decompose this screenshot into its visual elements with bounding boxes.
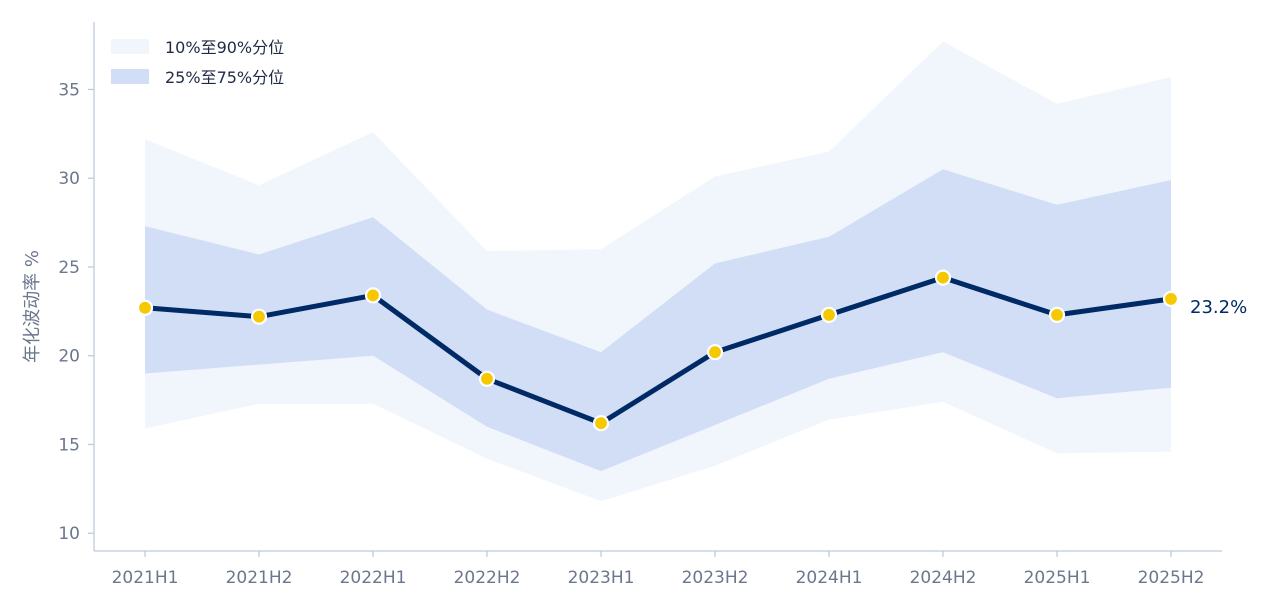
median-point — [934, 269, 952, 286]
x-tick-label: 2022H2 — [454, 568, 521, 588]
median-series-line — [142, 275, 1174, 426]
x-tick-label: 2025H1 — [1024, 568, 1091, 588]
median-point — [364, 287, 382, 304]
x-tick-label: 2022H1 — [340, 568, 407, 588]
y-tick-label: 20 — [58, 347, 80, 367]
y-tick-label: 15 — [58, 435, 80, 455]
y-tick-label: 30 — [58, 169, 80, 189]
median-point — [592, 415, 610, 432]
legend-swatch — [111, 39, 149, 54]
y-axis-title: 年化波动率 % — [22, 250, 43, 363]
median-point — [706, 344, 724, 361]
x-tick-label: 2024H1 — [796, 568, 863, 588]
y-tick-label: 25 — [58, 258, 80, 278]
median-point — [820, 306, 838, 324]
end-value-label: 23.2% — [1190, 297, 1247, 318]
labels-layer: 23.2% — [1190, 297, 1247, 318]
markers-layer — [136, 269, 1180, 432]
legend-swatch — [111, 69, 149, 84]
median-line-layer — [142, 275, 1174, 426]
x-tick-label: 2023H2 — [682, 568, 749, 588]
x-tick-label: 2023H1 — [568, 568, 635, 588]
median-point — [250, 308, 268, 325]
band-25-75 — [145, 169, 1171, 472]
bands-layer — [145, 41, 1171, 502]
legend-label: 10%至90%分位 — [165, 38, 284, 57]
median-point — [1162, 290, 1180, 308]
median-point — [1048, 306, 1066, 324]
x-tick-label: 2025H2 — [1138, 568, 1205, 588]
legend-label: 25%至75%分位 — [165, 68, 284, 87]
band-10-90 — [145, 41, 1171, 502]
y-tick-label: 10 — [58, 524, 80, 544]
y-tick-label: 35 — [58, 80, 80, 100]
axes-layer: 10 15 20 25 30 35 2021H1 2021H2 2022H1 2022H2 2023… — [22, 22, 1222, 588]
x-tick-label: 2021H1 — [112, 568, 179, 588]
median-point — [136, 299, 154, 316]
legend: 10%至90%分位 25%至75%分位 — [111, 38, 284, 87]
median-point — [478, 370, 496, 387]
x-tick-label: 2024H2 — [910, 568, 977, 588]
x-tick-label: 2021H2 — [226, 568, 293, 588]
